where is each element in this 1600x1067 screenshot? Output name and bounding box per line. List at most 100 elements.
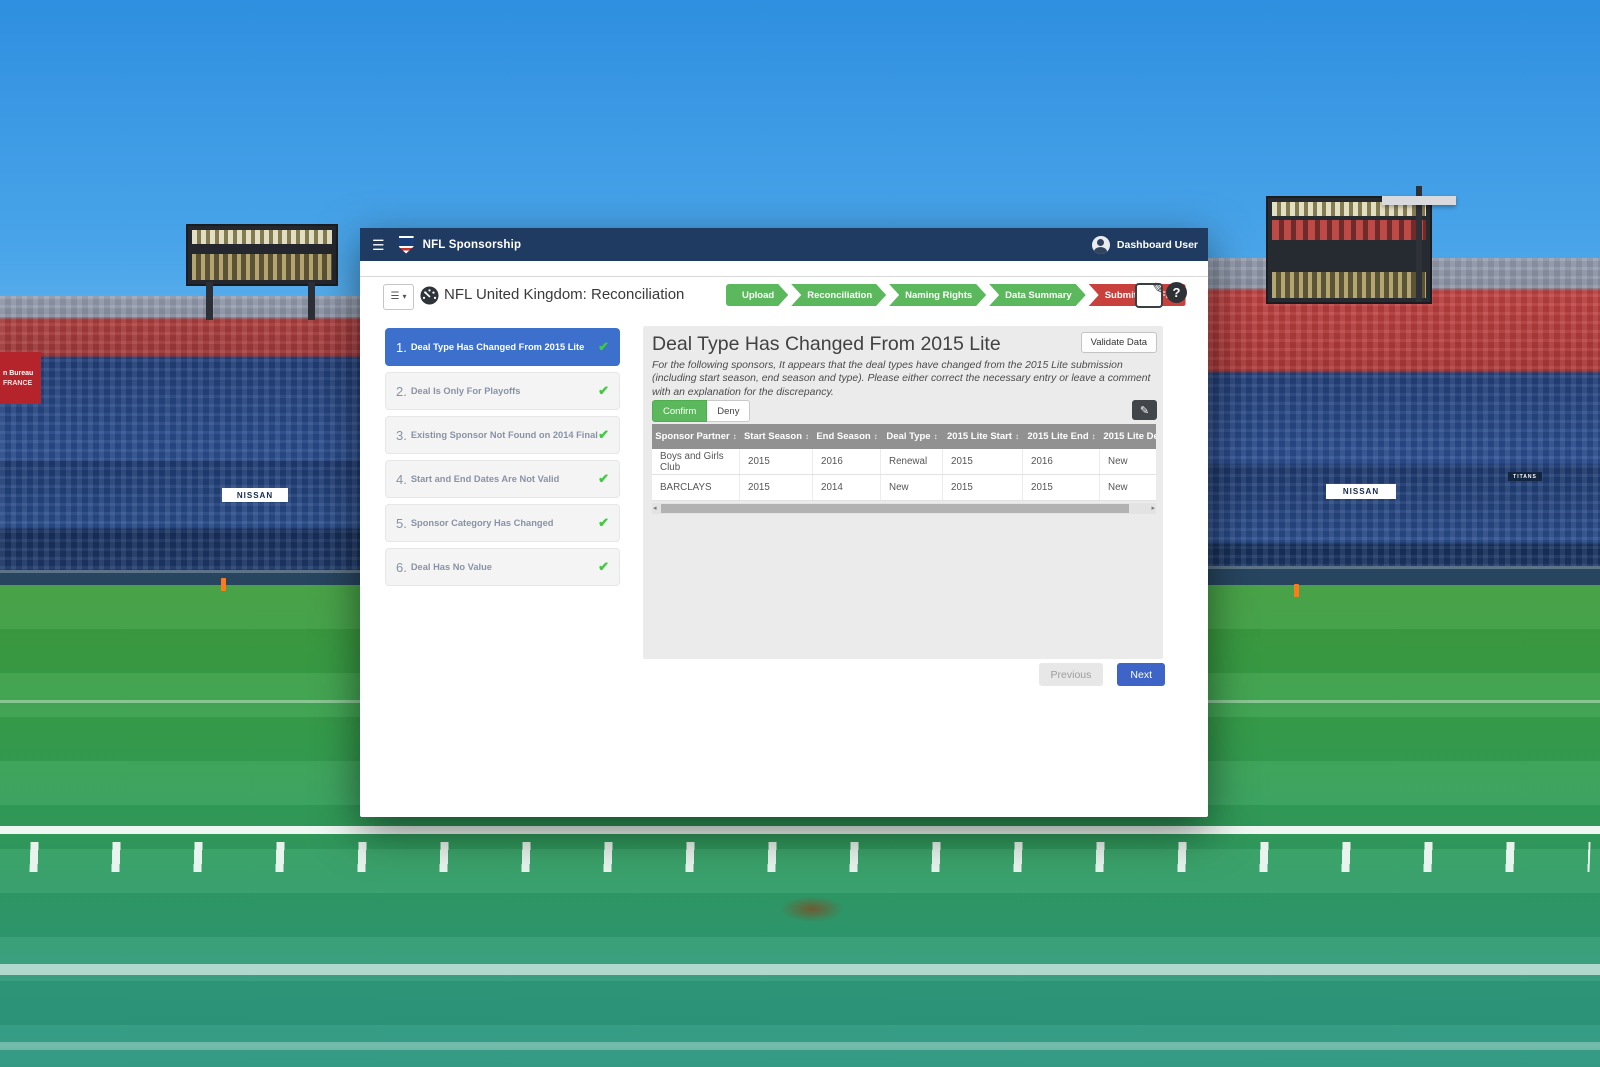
step-naming-rights[interactable]: Naming Rights bbox=[889, 284, 986, 306]
button-label: Next bbox=[1130, 668, 1152, 681]
scoreboard-red-display bbox=[1272, 220, 1426, 240]
validate-data-button[interactable]: Validate Data bbox=[1080, 332, 1157, 353]
list-dropdown-button[interactable]: ☰ ▾ bbox=[383, 284, 414, 310]
row-edit-button[interactable]: ✎ bbox=[1132, 400, 1157, 420]
light-mast-arm bbox=[1382, 196, 1456, 205]
step-data-summary[interactable]: Data Summary bbox=[989, 284, 1086, 306]
sort-icon: ↕ bbox=[1014, 432, 1019, 441]
table-actions-bar: Confirm Deny ✎ bbox=[652, 400, 1157, 422]
stand-seats-texture bbox=[0, 296, 362, 592]
confirm-button[interactable]: Confirm bbox=[652, 400, 708, 422]
step-upload[interactable]: Upload bbox=[726, 284, 788, 306]
scoreboard-display bbox=[1272, 272, 1426, 298]
scroll-left-icon[interactable]: ◂ bbox=[653, 505, 657, 512]
cell-2015-lite-end: 2016 bbox=[1023, 449, 1100, 474]
banner-text: NISSAN bbox=[1342, 487, 1380, 496]
scoreboard-lights bbox=[1272, 202, 1426, 216]
sidebar-item-deal-no-value[interactable]: 6. Deal Has No Value ✔ bbox=[385, 548, 620, 586]
cell-2015-lite-deal: New bbox=[1100, 449, 1156, 474]
cell-sponsor-partner: BARCLAYS bbox=[652, 475, 740, 500]
check-icon: ✔ bbox=[598, 471, 609, 486]
user-menu[interactable]: Dashboard User bbox=[1091, 235, 1198, 254]
scrollbar-thumb[interactable] bbox=[661, 504, 1129, 513]
column-header-sponsor-partner[interactable]: Sponsor Partner ↕ bbox=[652, 424, 740, 449]
column-header-2015-lite-end[interactable]: 2015 Lite End ↕ bbox=[1023, 424, 1100, 449]
cell-deal-type: New bbox=[881, 475, 943, 500]
cell-start-season: 2015 bbox=[740, 449, 813, 474]
column-header-2015-lite-start[interactable]: 2015 Lite Start ↕ bbox=[943, 424, 1023, 449]
scoreboard-display bbox=[192, 254, 332, 280]
stand-seats-texture bbox=[1208, 258, 1600, 588]
item-number: 4. bbox=[396, 471, 407, 487]
cell-2015-lite-end: 2015 bbox=[1023, 475, 1100, 500]
column-header-2015-lite-deal[interactable]: 2015 Lite Deal bbox=[1100, 424, 1156, 449]
menu-hamburger-icon[interactable]: ☰ bbox=[372, 236, 385, 253]
item-label: Sponsor Category Has Changed bbox=[410, 518, 554, 528]
edit-button[interactable]: ✎ bbox=[1135, 279, 1165, 308]
banner-text: TITANS bbox=[1513, 473, 1537, 480]
column-label: 2015 Lite Start bbox=[947, 431, 1012, 442]
deny-button[interactable]: Deny bbox=[707, 400, 751, 422]
field-wall bbox=[1208, 566, 1600, 588]
cell-start-season: 2015 bbox=[740, 475, 813, 500]
check-icon: ✔ bbox=[598, 427, 609, 442]
validation-sidebar: 1. Deal Type Has Changed From 2015 Lite … bbox=[385, 328, 620, 592]
sidebar-item-category-changed[interactable]: 5. Sponsor Category Has Changed ✔ bbox=[385, 504, 620, 542]
column-label: 2015 Lite End bbox=[1027, 431, 1089, 442]
sidebar-item-deal-type-changed[interactable]: 1. Deal Type Has Changed From 2015 Lite … bbox=[385, 328, 620, 366]
page-title: NFL United Kingdom: Reconciliation bbox=[444, 286, 685, 303]
top-navbar: ☰ NFL Sponsorship Dashboard User bbox=[360, 228, 1208, 261]
cell-2015-lite-deal: New bbox=[1100, 475, 1156, 500]
yard-line bbox=[0, 1042, 1600, 1050]
item-label: Start and End Dates Are Not Valid bbox=[410, 474, 560, 484]
item-label: Deal Type Has Changed From 2015 Lite bbox=[410, 342, 585, 352]
cell-2015-lite-start: 2015 bbox=[943, 449, 1023, 474]
item-number: 1. bbox=[396, 339, 407, 355]
step-label: Upload bbox=[742, 289, 775, 301]
ad-sign: n Bureau FRANCE bbox=[0, 352, 41, 404]
sponsors-table: Sponsor Partner ↕ Start Season ↕ End Sea… bbox=[652, 424, 1156, 514]
user-avatar-icon bbox=[1091, 235, 1110, 254]
help-button[interactable]: ? bbox=[1166, 282, 1187, 303]
scroll-right-icon[interactable]: ▸ bbox=[1151, 505, 1155, 512]
sidebar-item-sponsor-not-found[interactable]: 3. Existing Sponsor Not Found on 2014 Fi… bbox=[385, 416, 620, 454]
step-label: Data Summary bbox=[1005, 289, 1072, 301]
confirm-deny-group: Confirm Deny bbox=[652, 400, 751, 422]
step-label: Naming Rights bbox=[905, 289, 973, 301]
dirt-spot bbox=[780, 896, 844, 922]
previous-button[interactable]: Previous bbox=[1038, 663, 1104, 686]
button-label: Confirm bbox=[663, 405, 697, 417]
team-banner: TITANS bbox=[1508, 472, 1542, 481]
horizontal-scrollbar[interactable]: ◂ ▸ bbox=[652, 503, 1156, 514]
check-icon: ✔ bbox=[598, 339, 609, 354]
list-icon: ☰ bbox=[390, 291, 400, 302]
sidebar-item-dates-not-valid[interactable]: 4. Start and End Dates Are Not Valid ✔ bbox=[385, 460, 620, 498]
field-pylon bbox=[221, 578, 226, 591]
cell-end-season: 2014 bbox=[813, 475, 881, 500]
column-header-start-season[interactable]: Start Season ↕ bbox=[740, 424, 813, 449]
column-header-end-season[interactable]: End Season ↕ bbox=[813, 424, 881, 449]
panel-description: For the following sponsors, It appears t… bbox=[652, 360, 1151, 398]
nfl-shield-logo bbox=[398, 235, 414, 254]
item-label: Deal Has No Value bbox=[410, 562, 492, 572]
column-header-deal-type[interactable]: Deal Type ↕ bbox=[881, 424, 943, 449]
table-row[interactable]: BARCLAYS 2015 2014 New 2015 2015 New bbox=[652, 475, 1156, 501]
check-icon: ✔ bbox=[598, 383, 609, 398]
sort-icon: ↕ bbox=[873, 432, 878, 441]
button-label: Deny bbox=[717, 405, 740, 417]
light-mast bbox=[1416, 186, 1422, 302]
column-label: Start Season bbox=[743, 431, 803, 442]
next-button[interactable]: Next bbox=[1117, 663, 1165, 686]
sidebar-item-playoffs-only[interactable]: 2. Deal Is Only For Playoffs ✔ bbox=[385, 372, 620, 410]
cell-end-season: 2016 bbox=[813, 449, 881, 474]
step-label: Reconciliation bbox=[807, 289, 873, 301]
divider bbox=[360, 276, 1208, 277]
item-number: 6. bbox=[396, 559, 407, 575]
stadium-stand-left: NISSAN bbox=[0, 296, 362, 592]
step-reconciliation[interactable]: Reconciliation bbox=[791, 284, 886, 306]
yard-line bbox=[0, 826, 1600, 834]
table-row[interactable]: Boys and Girls Club 2015 2016 Renewal 20… bbox=[652, 449, 1156, 475]
sort-icon: ↕ bbox=[805, 432, 810, 441]
question-mark-icon: ? bbox=[1172, 285, 1181, 300]
wizard-footer: Previous Next bbox=[1038, 663, 1165, 686]
